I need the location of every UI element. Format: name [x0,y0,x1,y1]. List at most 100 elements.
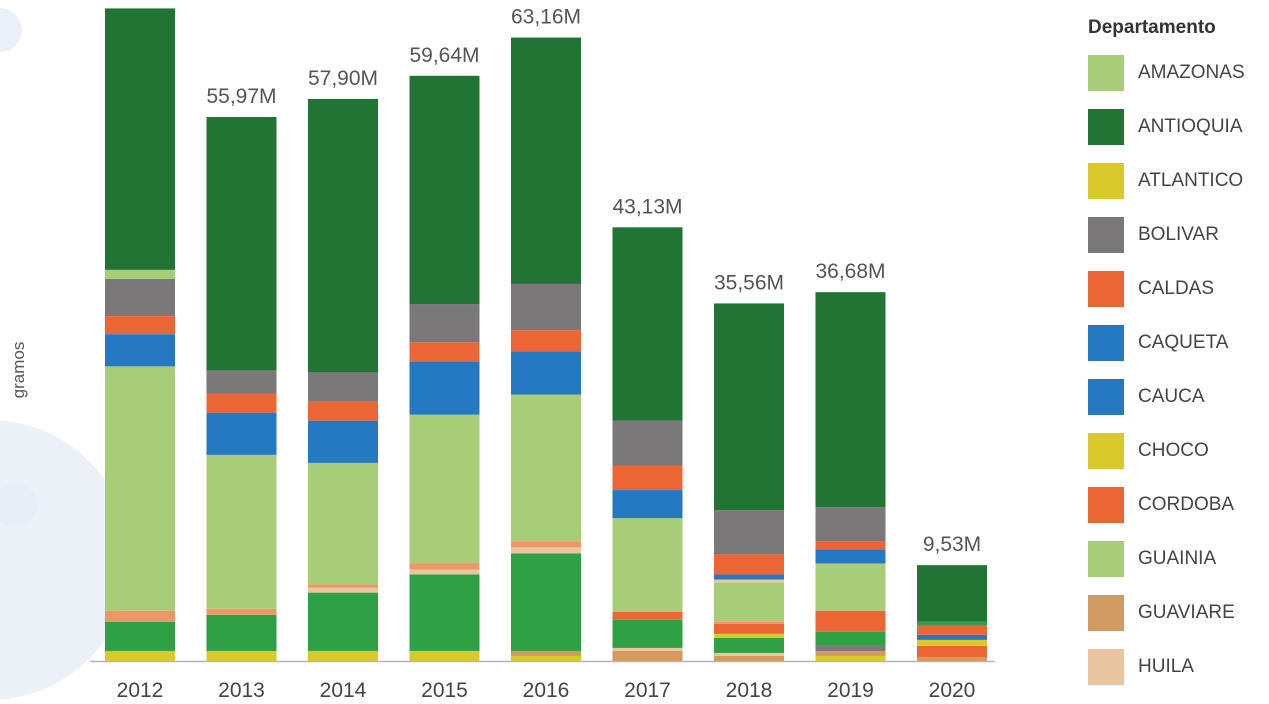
legend-item-cordoba[interactable]: CORDOBA [1088,478,1268,532]
bar-segment-2013-2 [206,608,277,615]
legend-label: CORDOBA [1138,494,1235,515]
legend-item-guaviare[interactable]: GUAVIARE [1088,586,1268,640]
x-tick-label-2016: 2016 [523,679,570,702]
x-tick-label-2012: 2012 [117,679,164,702]
bar-segment-2017-1 [612,647,683,651]
x-tick-label-2013: 2013 [218,679,265,702]
legend-item-guainia[interactable]: GUAINIA [1088,532,1268,586]
bar-segment-2014-0 [308,650,378,661]
bar-segment-2015-6 [409,342,480,362]
bar-segment-2019-8 [815,507,886,542]
bar-segment-2012-1 [105,621,175,651]
bar-segment-2013-4 [206,412,277,455]
bar-segment-2012-0 [105,650,175,661]
total-label-2017: 43,13M [612,195,682,218]
bar-segment-2016-8 [511,283,581,331]
legend-swatch [1088,109,1124,145]
legend-swatch [1088,55,1124,91]
bar-segment-2018-4 [714,623,784,634]
bar-segment-2020-3 [917,634,987,640]
bar-segment-2017-0 [612,650,683,661]
bar-segment-2019-7 [815,541,886,550]
bar-segment-2019-2 [815,645,886,651]
legend-swatch [1088,217,1124,253]
bar-segment-2012-5 [105,316,175,335]
legend-label: GUAVIARE [1138,602,1235,623]
legend-item-choco[interactable]: CHOCO [1088,424,1268,478]
legend-item-bolivar[interactable]: BOLIVAR [1088,208,1268,262]
bar-segment-2012-8 [105,8,175,270]
legend-swatch [1088,379,1124,415]
bar-segment-2012-7 [105,269,175,279]
bar-segment-2018-9 [714,554,784,575]
bar-segment-2017-4 [612,518,683,612]
legend-item-amazonas[interactable]: AMAZONAS [1088,46,1268,100]
x-tick-label-2019: 2019 [827,679,874,702]
bar-segment-2013-0 [206,650,277,661]
legend-label: AMAZONAS [1138,62,1245,83]
bar-segment-2019-9 [815,292,886,508]
bar-segment-2018-6 [714,582,784,622]
bar-segment-2018-5 [714,621,784,624]
bar-segment-2015-8 [409,75,480,305]
bar-segment-2016-9 [511,37,581,284]
bar-segment-2019-0 [815,655,886,661]
legend-item-antioquia[interactable]: ANTIOQUIA [1088,100,1268,154]
y-axis-label: gramos [9,342,28,399]
bar-segment-2015-5 [409,361,480,415]
legend-label: CALDAS [1138,278,1215,299]
legend-item-cauca[interactable]: CAUCA [1088,370,1268,424]
legend-item-huila[interactable]: HUILA [1088,640,1268,694]
bar-segment-2014-5 [308,420,378,463]
bar-segment-2018-11 [714,303,784,511]
bar-segment-2017-8 [612,227,683,421]
x-tick-label-2018: 2018 [726,679,773,702]
x-tick-label-2020: 2020 [929,679,976,702]
total-label-2013: 55,97M [206,85,276,108]
bar-segment-2018-0 [714,655,784,661]
bar-segment-2018-3 [714,633,784,638]
bar-segment-2016-2 [511,553,581,651]
x-tick-label-2015: 2015 [421,679,468,702]
bar-segment-2019-5 [815,563,886,611]
bar-segment-2020-5 [917,621,987,626]
legend-item-caqueta[interactable]: CAQUETA [1088,316,1268,370]
bar-segment-2014-8 [308,98,378,373]
legend-label: GUAINIA [1138,548,1217,569]
bar-segment-2013-5 [206,393,277,413]
bar-segment-2017-7 [612,420,683,466]
total-label-2014: 57,90M [308,67,378,90]
bar-segment-2019-1 [815,650,886,656]
bar-segment-2015-7 [409,304,480,343]
bar-segment-2018-8 [714,574,784,580]
bar-segment-2020-2 [917,639,987,646]
bars-layer [105,8,987,661]
legend-swatch [1088,595,1124,631]
bar-segment-2015-1 [409,574,480,651]
legend-swatch [1088,487,1124,523]
bar-segment-2020-6 [917,565,987,622]
legend-items: AMAZONAS ANTIOQUIA ATLANTICO BOLIVAR CALDAS C… [1088,46,1268,694]
bar-segment-2020-4 [917,625,987,635]
bar-segment-2015-4 [409,414,480,564]
x-tick-label-2014: 2014 [320,679,367,702]
legend-swatch [1088,433,1124,469]
bar-segment-2016-7 [511,330,581,352]
bar-segment-2015-3 [409,563,480,570]
legend-label: ATLANTICO [1138,170,1244,191]
bar-segment-2018-1 [714,652,784,656]
bar-segment-2016-5 [511,394,581,542]
legend-item-caldas[interactable]: CALDAS [1088,262,1268,316]
legend-swatch [1088,271,1124,307]
legend-label: CAUCA [1138,386,1205,407]
total-label-2016: 63,16M [511,6,581,29]
bar-segment-2013-1 [206,614,277,651]
bar-segment-2014-6 [308,401,378,421]
bar-segment-2018-7 [714,579,784,583]
legend-item-atlantico[interactable]: ATLANTICO [1088,154,1268,208]
bar-segment-2015-2 [409,569,480,575]
bar-segment-2013-3 [206,454,277,609]
bar-segment-2019-6 [815,549,886,564]
bar-segment-2012-2 [105,610,175,622]
